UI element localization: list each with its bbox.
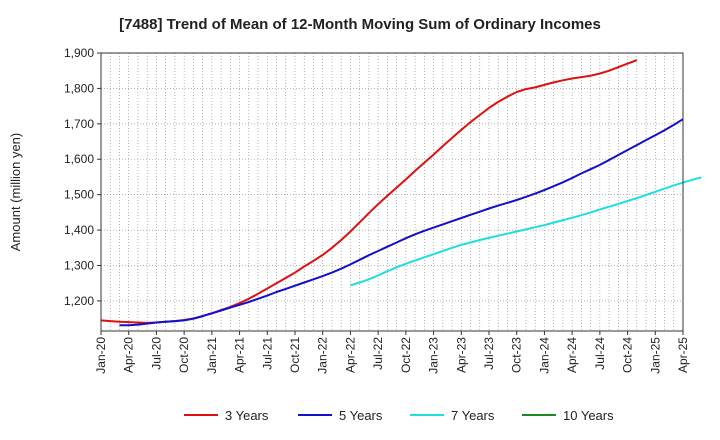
series-line-7-years — [350, 176, 702, 287]
x-tick-label: Apr-20 — [122, 337, 136, 373]
legend-label: 5 Years — [339, 408, 383, 423]
x-tick-label: Apr-21 — [233, 337, 247, 373]
y-tick-label: 1,900 — [64, 46, 94, 60]
x-tick-label: Apr-24 — [565, 337, 579, 373]
y-tick-label: 1,700 — [64, 117, 94, 131]
legend: 3 Years 5 Years 7 Years 10 Years — [184, 408, 614, 423]
x-tick-label: Jan-25 — [648, 337, 662, 374]
x-tick-label: Apr-23 — [454, 337, 468, 373]
series-line-5-years — [119, 118, 684, 327]
x-tick-label: Oct-20 — [177, 337, 191, 373]
x-tick-label: Jan-24 — [537, 337, 551, 374]
x-tick-label: Apr-22 — [343, 337, 357, 373]
x-tick-label: Oct-23 — [510, 337, 524, 373]
series-lines — [100, 59, 702, 327]
y-tick-label: 1,200 — [64, 294, 94, 308]
x-tick-label: Oct-21 — [288, 337, 302, 373]
y-tick-label: 1,600 — [64, 152, 94, 166]
chart-title: [7488] Trend of Mean of 12-Month Moving … — [119, 16, 601, 33]
y-tick-label: 1,400 — [64, 223, 94, 237]
x-axis-ticks: Jan-20 Apr-20 Jul-20 Oct-20 Jan-21 Apr-21 Jul-… — [94, 331, 690, 374]
legend-label: 3 Years — [225, 408, 269, 423]
x-tick-label: Apr-25 — [676, 337, 690, 373]
y-tick-label: 1,500 — [64, 188, 94, 202]
x-tick-label: Jul-24 — [593, 337, 607, 370]
grid-lines — [101, 52, 683, 331]
legend-label: 10 Years — [563, 408, 614, 423]
y-tick-label: 1,800 — [64, 81, 94, 95]
x-tick-label: Jul-23 — [482, 337, 496, 370]
y-axis-ticks: 1,200 1,300 1,400 1,500 1,600 1,700 1,800 1,900 — [64, 46, 101, 308]
x-tick-label: Jul-22 — [371, 337, 385, 370]
x-tick-label: Jul-21 — [260, 337, 274, 370]
legend-label: 7 Years — [451, 408, 495, 423]
x-tick-label: Jul-20 — [149, 337, 163, 370]
x-tick-label: Oct-22 — [399, 337, 413, 373]
x-tick-label: Jan-23 — [427, 337, 441, 374]
x-tick-label: Oct-24 — [621, 337, 635, 373]
y-tick-label: 1,300 — [64, 258, 94, 272]
plot-frame — [100, 52, 684, 332]
y-axis-label: Amount (million yen) — [8, 133, 23, 252]
x-tick-label: Jan-20 — [94, 337, 108, 374]
x-tick-label: Jan-21 — [205, 337, 219, 374]
x-tick-label: Jan-22 — [316, 337, 330, 374]
